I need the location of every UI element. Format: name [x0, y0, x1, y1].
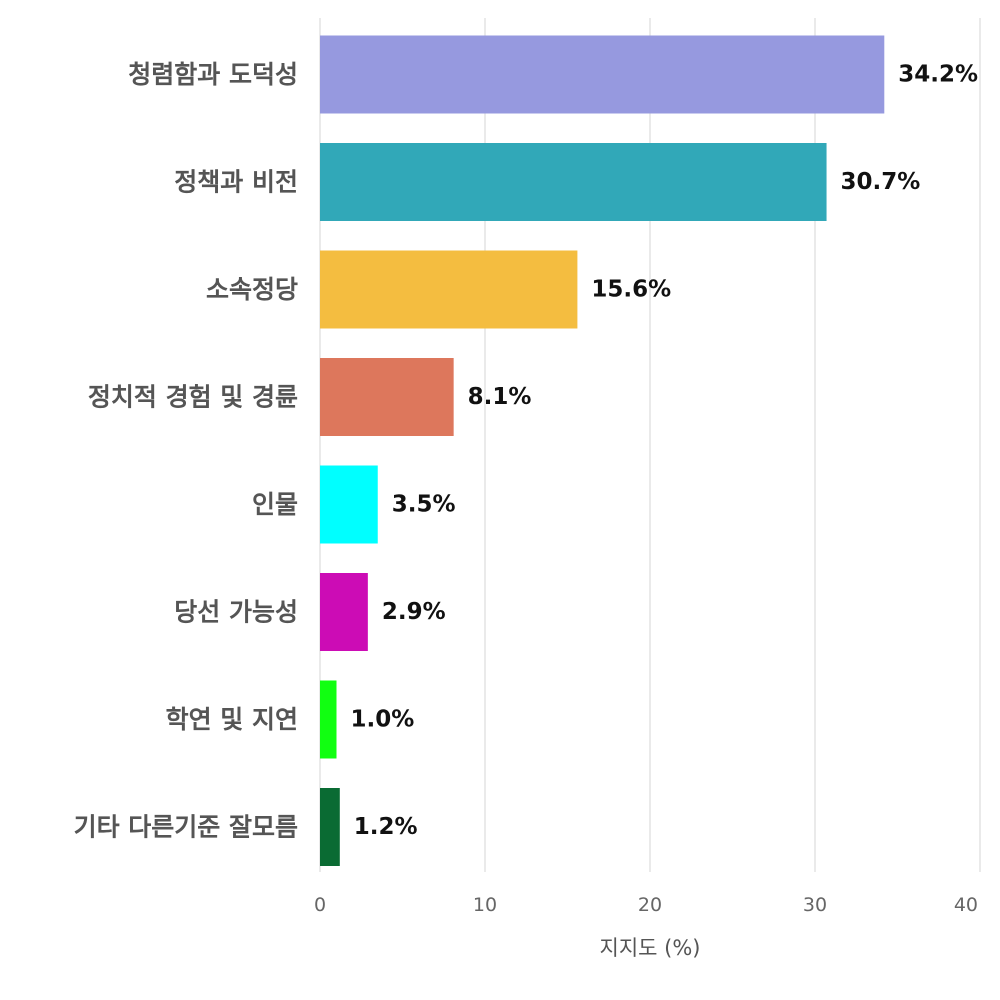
category-label: 인물	[252, 490, 298, 519]
bar	[320, 573, 368, 651]
value-label: 1.2%	[354, 814, 418, 840]
bar	[320, 250, 578, 329]
bar	[320, 358, 454, 436]
bar	[320, 143, 827, 221]
x-tick-label: 10	[473, 894, 497, 916]
category-label: 정책과 비전	[174, 168, 298, 197]
x-tick-label: 20	[638, 894, 662, 916]
category-label: 소속정당	[206, 275, 298, 304]
x-tick-label: 30	[803, 894, 827, 916]
bar	[320, 35, 885, 114]
bar	[320, 680, 337, 759]
category-label: 정치적 경험 및 경륜	[88, 383, 298, 412]
value-label: 30.7%	[841, 169, 921, 195]
category-label: 청렴함과 도덕성	[128, 60, 298, 89]
x-tick-labels: 0 10 20 30 40	[314, 894, 978, 916]
bars	[320, 35, 885, 866]
value-label: 3.5%	[392, 492, 456, 518]
x-tick-label: 40	[954, 894, 978, 916]
bar	[320, 465, 378, 544]
value-labels: 34.2% 30.7% 15.6% 8.1% 3.5% 2.9% 1.0% 1.2%	[350, 61, 979, 841]
bar	[320, 788, 340, 866]
x-tick-label: 0	[314, 894, 326, 916]
x-axis-title: 지지도 (%)	[600, 936, 701, 960]
value-label: 2.9%	[382, 599, 446, 625]
category-label: 당선 가능성	[174, 598, 298, 627]
category-label: 학연 및 지연	[166, 705, 298, 734]
category-label: 기타 다른기준 잘모름	[74, 813, 298, 842]
value-label: 8.1%	[468, 384, 532, 410]
value-label: 1.0%	[351, 707, 415, 733]
value-label: 34.2%	[898, 62, 978, 88]
value-label: 15.6%	[591, 277, 671, 303]
